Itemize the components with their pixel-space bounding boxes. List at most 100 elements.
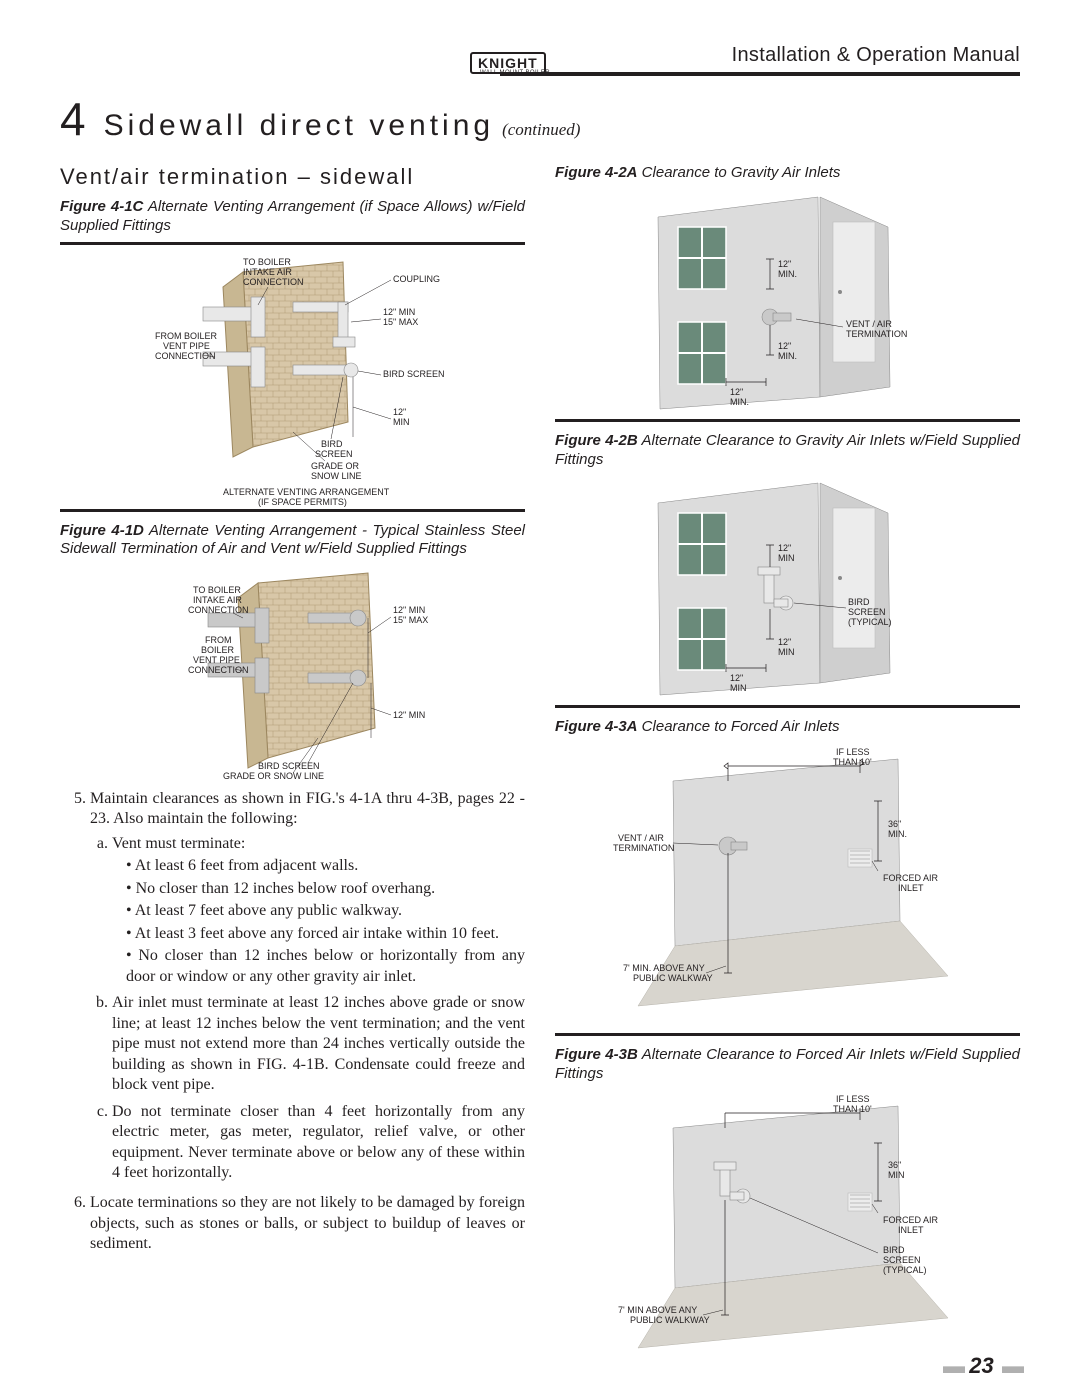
svg-text:(IF SPACE PERMITS): (IF SPACE PERMITS) bbox=[258, 497, 347, 507]
svg-text:MIN.: MIN. bbox=[778, 269, 797, 279]
svg-text:GRADE OR SNOW LINE: GRADE OR SNOW LINE bbox=[223, 771, 324, 781]
fig-rule bbox=[60, 242, 525, 245]
section-heading: 4 Sidewall direct venting (continued) bbox=[60, 92, 1020, 146]
left-column: Vent/air termination – sidewall Figure 4… bbox=[60, 156, 525, 1368]
page-header: KNIGHT WALL MOUNT BOILER Installation & … bbox=[60, 40, 1020, 80]
svg-text:BIRD SCREEN: BIRD SCREEN bbox=[383, 369, 445, 379]
fig-2b-diagram: 12" MIN BIRD SCREEN (TYPICAL) 12" MIN 12… bbox=[588, 473, 988, 703]
svg-text:VENT / AIR: VENT / AIR bbox=[846, 319, 892, 329]
svg-text:INLET: INLET bbox=[898, 1225, 924, 1235]
svg-text:COUPLING: COUPLING bbox=[393, 274, 440, 284]
svg-text:IF LESS: IF LESS bbox=[836, 1094, 870, 1104]
svg-text:12": 12" bbox=[730, 387, 743, 397]
svg-text:12" MIN: 12" MIN bbox=[383, 307, 415, 317]
fig-1c-diagram: TO BOILER INTAKE AIR CONNECTION COUPLING… bbox=[93, 247, 493, 507]
list-item: Maintain clearances as shown in FIG.'s 4… bbox=[90, 789, 525, 1183]
page-decor-icon: ▬ bbox=[943, 1353, 963, 1378]
fig-1c-caption: Figure 4-1C Alternate Venting Arrangemen… bbox=[60, 198, 525, 236]
svg-text:12" MIN: 12" MIN bbox=[393, 710, 425, 720]
svg-text:INLET: INLET bbox=[898, 883, 924, 893]
svg-text:FROM BOILER: FROM BOILER bbox=[155, 331, 218, 341]
bullet: No closer than 12 inches below roof over… bbox=[126, 879, 525, 899]
svg-text:CONNECTION: CONNECTION bbox=[188, 605, 249, 615]
svg-text:7' MIN ABOVE ANY: 7' MIN ABOVE ANY bbox=[618, 1305, 697, 1315]
svg-text:VENT PIPE: VENT PIPE bbox=[193, 655, 240, 665]
svg-text:12": 12" bbox=[730, 673, 743, 683]
svg-text:TERMINATION: TERMINATION bbox=[613, 843, 674, 853]
svg-text:BOILER: BOILER bbox=[201, 645, 235, 655]
fig-2a-caption: Figure 4-2A Clearance to Gravity Air Inl… bbox=[555, 164, 1020, 183]
svg-text:VENT / AIR: VENT / AIR bbox=[618, 833, 664, 843]
list-item: Vent must terminate: At least 6 feet fro… bbox=[112, 834, 525, 987]
fig-1d-label: Figure 4-1D bbox=[60, 522, 144, 539]
item5-intro: Maintain clearances as shown in FIG.'s 4… bbox=[90, 790, 525, 827]
svg-text:TERMINATION: TERMINATION bbox=[846, 329, 907, 339]
svg-text:7' MIN. ABOVE ANY: 7' MIN. ABOVE ANY bbox=[623, 963, 705, 973]
subsection-heading: Vent/air termination – sidewall bbox=[60, 164, 525, 190]
svg-text:SNOW LINE: SNOW LINE bbox=[311, 471, 362, 481]
instruction-list: Maintain clearances as shown in FIG.'s 4… bbox=[60, 789, 525, 1255]
svg-text:MIN: MIN bbox=[393, 417, 410, 427]
right-column: Figure 4-2A Clearance to Gravity Air Inl… bbox=[555, 156, 1020, 1368]
fig-rule bbox=[555, 1033, 1020, 1036]
svg-text:BIRD: BIRD bbox=[883, 1245, 905, 1255]
bullet: At least 7 feet above any public walkway… bbox=[126, 901, 525, 921]
fig-rule bbox=[555, 419, 1020, 422]
svg-text:GRADE OR: GRADE OR bbox=[311, 461, 360, 471]
svg-text:SCREEN: SCREEN bbox=[848, 607, 886, 617]
svg-text:15" MAX: 15" MAX bbox=[383, 317, 418, 327]
svg-text:VENT PIPE: VENT PIPE bbox=[163, 341, 210, 351]
svg-text:MIN.: MIN. bbox=[888, 829, 907, 839]
list-item: Air inlet must terminate at least 12 inc… bbox=[112, 993, 525, 1095]
section-continued: (continued) bbox=[502, 120, 580, 140]
svg-text:FORCED AIR: FORCED AIR bbox=[883, 873, 939, 883]
svg-text:MIN: MIN bbox=[730, 683, 747, 693]
manual-title: Installation & Operation Manual bbox=[732, 44, 1020, 67]
bullet: No closer than 12 inches below or horizo… bbox=[126, 946, 525, 987]
svg-text:15" MAX: 15" MAX bbox=[393, 615, 428, 625]
fig-1d-diagram: TO BOILER INTAKE AIR CONNECTION 12" MIN … bbox=[93, 563, 493, 783]
fig-3b-diagram: IF LESS THAN 10' 36" MIN FORCED AIR INLE… bbox=[578, 1088, 998, 1368]
page-number: ▬ 23 ▬ bbox=[943, 1353, 1020, 1379]
svg-text:MIN.: MIN. bbox=[730, 397, 749, 407]
svg-text:SCREEN: SCREEN bbox=[883, 1255, 921, 1265]
svg-text:TO BOILER: TO BOILER bbox=[243, 257, 291, 267]
svg-text:12": 12" bbox=[778, 637, 791, 647]
svg-text:12": 12" bbox=[778, 259, 791, 269]
fig-3a-text: Clearance to Forced Air Inlets bbox=[638, 718, 840, 735]
svg-text:THAN 10': THAN 10' bbox=[833, 757, 872, 767]
svg-text:IF LESS: IF LESS bbox=[836, 747, 870, 757]
fig-rule bbox=[555, 705, 1020, 708]
fig-1c-label: Figure 4-1C bbox=[60, 198, 143, 215]
svg-text:FORCED AIR: FORCED AIR bbox=[883, 1215, 939, 1225]
bullet: At least 3 feet above any forced air int… bbox=[126, 924, 525, 944]
svg-text:MIN: MIN bbox=[778, 647, 795, 657]
fig-3a-caption: Figure 4-3A Clearance to Forced Air Inle… bbox=[555, 718, 1020, 737]
svg-text:PUBLIC WALKWAY: PUBLIC WALKWAY bbox=[633, 973, 713, 983]
header-rule bbox=[500, 72, 1020, 76]
fig-1d-caption: Figure 4-1D Alternate Venting Arrangemen… bbox=[60, 522, 525, 560]
svg-text:PUBLIC WALKWAY: PUBLIC WALKWAY bbox=[630, 1315, 710, 1325]
svg-text:SCREEN: SCREEN bbox=[315, 449, 353, 459]
svg-text:THAN 10': THAN 10' bbox=[833, 1104, 872, 1114]
svg-text:MIN: MIN bbox=[778, 553, 795, 563]
svg-text:MIN: MIN bbox=[888, 1170, 905, 1180]
svg-text:12": 12" bbox=[393, 407, 406, 417]
fig-3b-label: Figure 4-3B bbox=[555, 1046, 638, 1063]
fig-2a-text: Clearance to Gravity Air Inlets bbox=[638, 164, 841, 181]
svg-text:FROM: FROM bbox=[205, 635, 232, 645]
list-item: Do not terminate closer than 4 feet hori… bbox=[112, 1102, 525, 1184]
page-decor-icon: ▬ bbox=[1000, 1353, 1020, 1378]
fig-2a-diagram: 12" MIN. VENT / AIR TERMINATION 12" MIN.… bbox=[588, 187, 988, 417]
svg-text:CONNECTION: CONNECTION bbox=[155, 351, 216, 361]
svg-text:ALTERNATE VENTING ARRANGEMENT: ALTERNATE VENTING ARRANGEMENT bbox=[223, 487, 390, 497]
list-item: Locate terminations so they are not like… bbox=[90, 1193, 525, 1254]
svg-text:MIN.: MIN. bbox=[778, 351, 797, 361]
svg-text:(TYPICAL): (TYPICAL) bbox=[848, 617, 892, 627]
fig-2b-label: Figure 4-2B bbox=[555, 432, 638, 449]
fig-2b-caption: Figure 4-2B Alternate Clearance to Gravi… bbox=[555, 432, 1020, 470]
svg-text:12": 12" bbox=[778, 341, 791, 351]
fig-3b-caption: Figure 4-3B Alternate Clearance to Force… bbox=[555, 1046, 1020, 1084]
svg-text:INTAKE AIR: INTAKE AIR bbox=[193, 595, 242, 605]
section-number: 4 bbox=[60, 92, 86, 146]
